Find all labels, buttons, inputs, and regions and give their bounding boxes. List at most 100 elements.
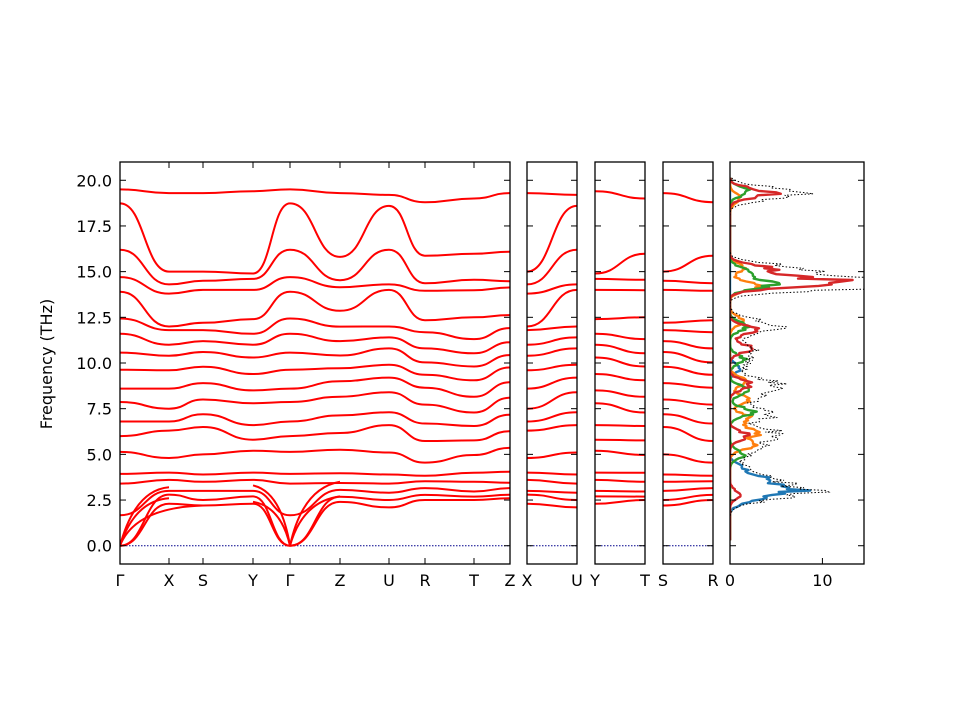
x-tick-label: T	[468, 571, 479, 590]
phonon-band	[663, 288, 713, 292]
x-tick-label: R	[707, 571, 718, 590]
x-tick-label: T	[639, 571, 650, 590]
phonon-band	[527, 363, 577, 372]
phonon-band	[595, 499, 645, 505]
phonon-band	[595, 438, 645, 442]
phonon-band	[595, 277, 645, 281]
phonon-band	[527, 471, 577, 476]
dos-x-tick-label: 10	[812, 571, 832, 590]
phonon-band	[595, 190, 645, 200]
phonon-band	[120, 317, 510, 341]
x-tick-label: U	[571, 571, 583, 590]
x-tick-label: Y	[247, 571, 258, 590]
x-tick-label: Γ	[116, 571, 125, 590]
y-tick-label: 0.0	[87, 537, 112, 556]
phonon-band	[527, 502, 577, 509]
y-tick-label: 15.0	[76, 263, 112, 282]
dos-panel: 0 10	[725, 161, 865, 590]
x-tick-label: S	[658, 571, 668, 590]
phonon-band	[663, 382, 713, 389]
x-tick-label: X	[522, 571, 533, 590]
phonon-band	[595, 478, 645, 483]
acoustic-branch	[120, 504, 204, 547]
phonon-band	[527, 192, 577, 196]
phonon-band	[120, 202, 510, 275]
dos-curves	[730, 177, 864, 541]
phonon-band	[663, 480, 713, 483]
phonon-band	[663, 319, 713, 324]
phonon-band	[663, 493, 713, 501]
y-tick-label: 2.5	[87, 491, 112, 510]
phonon-band	[595, 356, 645, 368]
phonon-band	[663, 254, 713, 273]
phonon-band	[663, 340, 713, 350]
x-tick-label: Γ	[286, 571, 295, 590]
phonon-band	[663, 279, 713, 285]
phonon-band	[663, 487, 713, 492]
phonon-band	[663, 398, 713, 406]
phonon-band	[120, 493, 510, 547]
phonon-band	[527, 451, 577, 459]
phonon-band	[120, 470, 510, 477]
y-tick-label: 17.5	[76, 217, 112, 236]
phonon-band	[120, 424, 510, 442]
phonon-band	[120, 248, 510, 286]
phonon-band	[120, 391, 510, 414]
y-tick-label: 12.5	[76, 308, 112, 327]
phonon-band	[527, 411, 577, 423]
phonon-band	[595, 402, 645, 414]
y-tick-label: 5.0	[87, 445, 112, 464]
band-panel-1: Γ X S Y Γ Z U R T Z 0.0 2.5 5.0 7.5 10.0 12.5 15.0 17.5 20…	[76, 161, 516, 590]
phonon-band	[527, 325, 577, 332]
phonon-band	[595, 489, 645, 493]
phonon-band	[120, 376, 510, 398]
y-axis-label: Frequency (THz)	[37, 299, 56, 429]
y-tick-label: 7.5	[87, 400, 112, 419]
phonon-band	[663, 453, 713, 464]
phonon-band	[527, 288, 577, 328]
y-tick-label: 20.0	[76, 171, 112, 190]
phonon-band	[595, 373, 645, 382]
x-tick-label: Z	[335, 571, 346, 590]
y-tick-label: 10.0	[76, 354, 112, 373]
phonon-band	[527, 347, 577, 357]
phonon-band	[527, 283, 577, 295]
total-dos	[730, 177, 864, 541]
phonon-band	[120, 188, 510, 204]
acoustic-branch	[289, 480, 341, 546]
phonon-band	[527, 489, 577, 494]
phonon-band	[527, 336, 577, 346]
x-tick-label: S	[198, 571, 208, 590]
band-curves	[120, 188, 510, 547]
phonon-band	[663, 329, 713, 334]
acoustic-branch	[120, 486, 170, 546]
phonon-band	[527, 493, 577, 501]
phonon-band	[527, 391, 577, 410]
phonon-band	[120, 411, 510, 427]
band-curves	[595, 190, 645, 547]
phonon-band	[595, 252, 645, 275]
partial-dos-3	[730, 177, 781, 541]
x-tick-label: U	[383, 571, 395, 590]
x-tick-label: X	[164, 571, 175, 590]
phonon-band	[120, 288, 510, 328]
band-panels: Γ X S Y Γ Z U R T Z 0.0 2.5 5.0 7.5 10.0 12.5 15.0 17.5 20…	[76, 161, 719, 590]
phonon-band	[120, 478, 510, 485]
phonon-band	[595, 449, 645, 456]
phonon-band	[663, 365, 713, 376]
phonon-band	[527, 204, 577, 273]
x-tick-label: R	[419, 571, 430, 590]
phonon-band	[663, 426, 713, 442]
phonon-band	[595, 332, 645, 341]
phonon-band	[527, 248, 577, 286]
phonon-band	[527, 478, 577, 485]
band-curves	[527, 192, 577, 547]
dos-x-tick-label: 0	[725, 571, 735, 590]
phonon-band	[120, 363, 510, 382]
phonon-band	[527, 424, 577, 432]
band-curves	[663, 192, 713, 547]
phonon-band	[663, 192, 713, 204]
